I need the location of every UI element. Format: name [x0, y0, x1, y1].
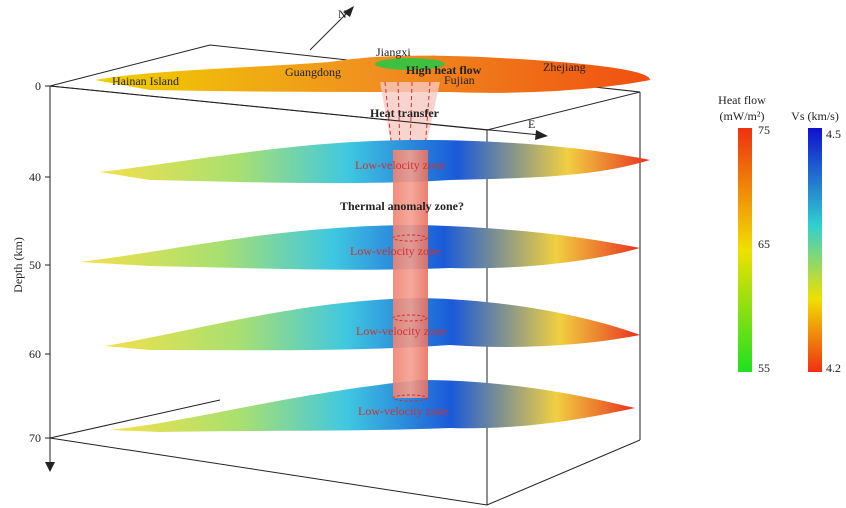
- annotation: Thermal anomaly zone?: [340, 199, 464, 213]
- colorbar-ticks: 75 65 55 4.5 4.2: [758, 123, 841, 375]
- anomaly-cylinders: [393, 150, 428, 401]
- low-velocity-label: Low-velocity zone: [356, 324, 446, 338]
- map-label: Zhejiang: [543, 60, 586, 74]
- colorbar-tick-label: 55: [758, 361, 770, 375]
- tick-label: 40: [29, 170, 41, 184]
- low-velocity-label: Low-velocity zone: [355, 158, 445, 172]
- colorbar-tick-label: 75: [758, 123, 770, 137]
- map-label: Guangdong: [285, 65, 341, 79]
- colorbar-title: Vs (km/s): [791, 109, 839, 123]
- colorbar-tick-label: 65: [758, 237, 770, 251]
- colorbar-tick-label: 4.2: [826, 361, 841, 375]
- box-back: [50, 45, 640, 505]
- vs-colorbar: Vs (km/s): [791, 109, 839, 372]
- tick-label: 60: [29, 347, 41, 361]
- depth-axis: 0 40 50 60 70: [29, 79, 50, 445]
- north-label: N: [338, 7, 347, 21]
- colorbar-title: Heat flow: [718, 93, 766, 107]
- vs-layers: [80, 140, 650, 432]
- low-velocity-label: Low-velocity zone: [358, 404, 448, 418]
- colorbar-tick-label: 4.5: [826, 127, 841, 141]
- colorbar-unit: (mW/m²): [720, 109, 765, 123]
- tick-label: 70: [29, 431, 41, 445]
- figure: N E Hainan Island Guangdong Jiangxi High…: [0, 0, 846, 508]
- map-label: Jiangxi: [376, 45, 411, 59]
- axis-label: Depth (km): [11, 237, 25, 293]
- annotation: Heat transfer: [370, 106, 440, 120]
- tick-label: 50: [29, 258, 41, 272]
- east-label: E: [528, 117, 535, 131]
- map-label: Fujian: [444, 73, 475, 87]
- low-velocity-label: Low-velocity zone: [350, 244, 440, 258]
- tick-label: 0: [35, 79, 41, 93]
- map-label: Hainan Island: [112, 74, 179, 88]
